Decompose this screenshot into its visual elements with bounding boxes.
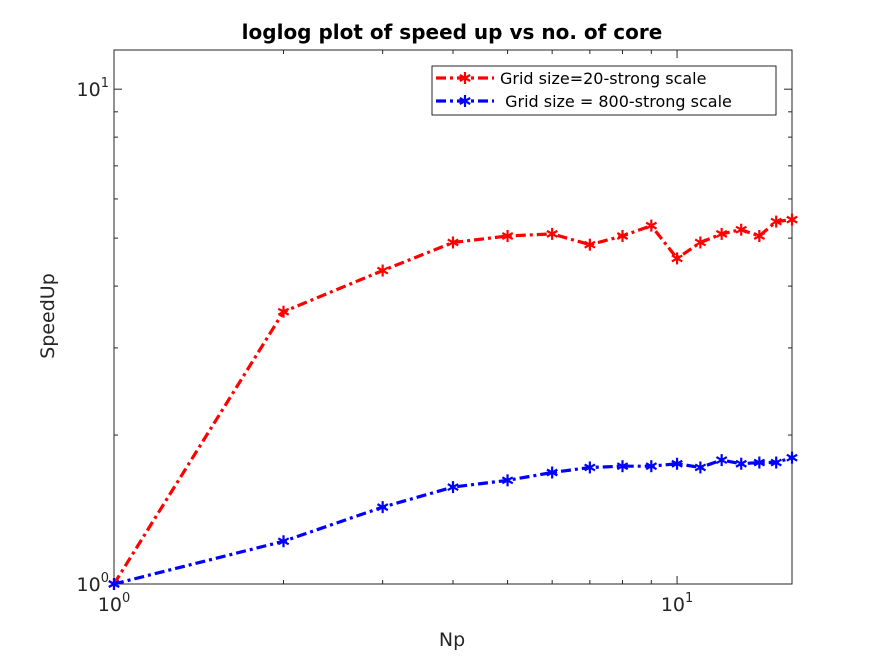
series-1-point: [786, 213, 798, 226]
series-2-point: [616, 460, 629, 473]
series-2-point: [753, 456, 766, 469]
series-1-point: [671, 252, 683, 265]
y-axis-title: SpeedUp: [37, 273, 59, 359]
series-2-point: [786, 451, 798, 464]
series-2-point: [715, 454, 728, 467]
series-2-point: [735, 457, 747, 470]
series-1-point: [376, 264, 389, 277]
series-1-point: [715, 227, 728, 240]
series-1-point: [645, 219, 658, 232]
series-1-point: [694, 236, 707, 249]
series-1-point: [753, 229, 766, 242]
series-1-point: [447, 236, 459, 249]
series-1-point: [277, 305, 290, 318]
series-line-1: [112, 218, 793, 585]
legend-label-1: Grid size=20-strong scale: [500, 69, 706, 88]
legend-marker-2: [459, 95, 471, 107]
series-1-point: [546, 227, 558, 240]
series-line-2: [113, 456, 793, 586]
x-tick-label: 101: [661, 591, 693, 616]
x-tick-label: 100: [98, 591, 130, 616]
series-1-point: [616, 229, 629, 242]
legend-label-2: Grid size = 800-strong scale: [500, 92, 732, 111]
series-2-point: [584, 461, 596, 474]
chart-title: loglog plot of speed up vs no. of core: [242, 20, 663, 44]
series-2-point: [501, 474, 514, 487]
series-2-point: [770, 456, 782, 469]
series-2-point: [645, 460, 658, 473]
series-1-point: [770, 215, 782, 228]
legend-marker-1: [459, 72, 471, 84]
series-2-point: [376, 501, 389, 514]
y-tick-label: 100: [77, 571, 109, 596]
series-2-point: [108, 578, 120, 590]
plot-area: [108, 213, 798, 590]
series-1-point: [584, 238, 596, 251]
x-axis-title: Np: [439, 629, 465, 651]
series-2-point: [277, 535, 290, 548]
series-2-point: [546, 466, 558, 479]
series-1-point: [501, 229, 514, 242]
series-2-point: [671, 457, 683, 470]
series-1-point: [735, 223, 747, 236]
axes: 100 101 100 101: [77, 49, 793, 616]
y-tick-label: 101: [77, 76, 109, 101]
legend: Grid size=20-strong scale Grid size = 80…: [431, 65, 777, 116]
legend-box: [431, 65, 777, 116]
plot-frame: [113, 49, 793, 585]
series-2-point: [447, 481, 459, 494]
series-2-point: [694, 461, 707, 474]
